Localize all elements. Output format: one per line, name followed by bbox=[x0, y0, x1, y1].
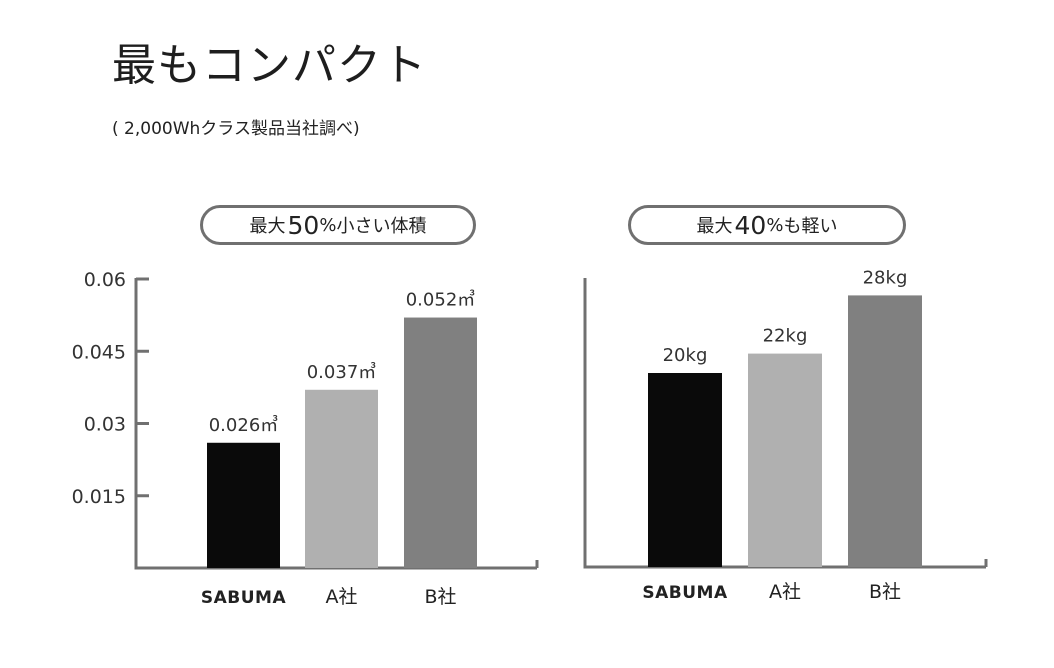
category-label-sabuma-logo: SABUMA bbox=[642, 583, 728, 603]
volume-badge-suffix: 小さい体積 bbox=[336, 216, 427, 237]
data-label-sabuma: 0.026㎥ bbox=[209, 415, 279, 436]
category-label-company-b: B社 bbox=[869, 581, 901, 603]
weight-badge-prefix: 最大 bbox=[696, 216, 733, 237]
data-label-company-b: 28kg bbox=[863, 267, 908, 288]
page-title: 最もコンパクト bbox=[112, 40, 427, 91]
page-subtitle: ( 2,000Whクラス製品当社調べ) bbox=[112, 119, 360, 139]
bar-sabuma bbox=[207, 442, 280, 568]
data-label-company-b: 0.052㎥ bbox=[406, 290, 476, 311]
category-label-company-b: B社 bbox=[424, 586, 456, 608]
y-tick-label: 0.015 bbox=[72, 486, 126, 508]
bar-company-a bbox=[305, 389, 378, 568]
weight-badge-percent: % bbox=[766, 214, 784, 236]
weight-badge-number: 40 bbox=[734, 210, 767, 240]
data-label-company-a: 22kg bbox=[763, 326, 808, 347]
y-tick-label: 0.06 bbox=[84, 269, 126, 291]
volume-badge-prefix: 最大 bbox=[249, 216, 286, 237]
category-label-company-a: A社 bbox=[326, 586, 358, 608]
bar-company-b bbox=[848, 295, 922, 567]
volume-badge: 最大 50% 小さい体積 bbox=[200, 205, 476, 245]
y-tick-label: 0.045 bbox=[72, 341, 126, 363]
volume-badge-number: 50 bbox=[287, 210, 320, 240]
bar-sabuma bbox=[648, 373, 722, 567]
category-label-company-a: A社 bbox=[769, 581, 801, 603]
weight-badge: 最大 40% も軽い bbox=[628, 205, 906, 245]
data-label-company-a: 0.037㎥ bbox=[307, 362, 377, 383]
data-label-sabuma: 20kg bbox=[663, 345, 708, 366]
weight-badge-suffix: も軽い bbox=[783, 216, 838, 237]
volume-badge-percent: % bbox=[319, 214, 337, 236]
bar-company-a bbox=[748, 353, 822, 567]
y-tick-label: 0.03 bbox=[84, 414, 126, 436]
bar-company-b bbox=[404, 317, 477, 568]
category-label-sabuma-logo: SABUMA bbox=[201, 588, 287, 608]
